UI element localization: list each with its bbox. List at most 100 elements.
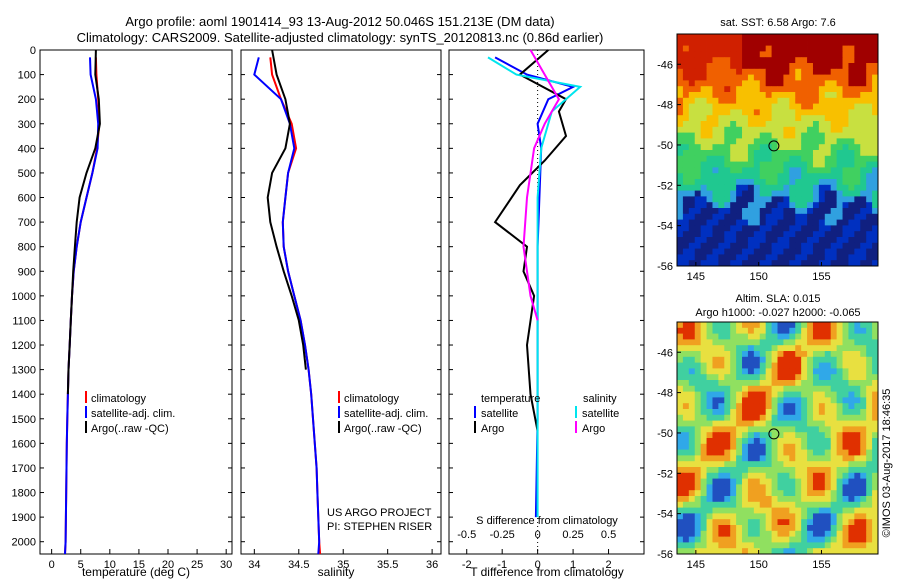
map-cell: [777, 132, 784, 139]
map-cell: [830, 507, 838, 514]
header-line2: Climatology: CARS2009. Satellite-adjuste…: [77, 30, 604, 45]
map-cell: [682, 161, 690, 168]
map-cell: [677, 260, 684, 267]
map-cell: [688, 57, 696, 64]
map-cell: [783, 132, 790, 139]
map-cell: [818, 403, 826, 410]
y-tick-label: 1700: [12, 463, 36, 475]
map-cell: [872, 385, 879, 392]
map-cell: [677, 86, 684, 93]
map-cell: [818, 196, 826, 203]
map-cell: [842, 208, 849, 215]
map-cell: [824, 455, 832, 462]
map-cell: [866, 420, 873, 427]
map-cell: [724, 184, 731, 191]
map-cell: [694, 438, 702, 445]
map-cell: [860, 345, 867, 352]
map-cell: [836, 213, 843, 220]
map-cell: [730, 150, 737, 157]
map-cell: [730, 507, 737, 514]
map-cell: [753, 57, 761, 64]
map-cell: [795, 213, 802, 220]
map-cell: [801, 368, 808, 375]
map-cell: [712, 380, 719, 387]
map-cell: [801, 150, 808, 157]
map-cell: [712, 190, 719, 197]
map-cell: [848, 213, 855, 220]
map-cell: [801, 97, 808, 104]
map-cell: [742, 121, 749, 128]
map-cell: [753, 501, 761, 508]
map-cell: [736, 380, 743, 387]
map-cell: [818, 525, 826, 532]
map-cell: [759, 80, 767, 87]
map-cell: [842, 97, 849, 104]
map-cell: [753, 260, 761, 267]
map-cell: [795, 496, 802, 503]
map-cell: [759, 260, 767, 267]
map-cell: [677, 51, 684, 58]
map-cell: [866, 530, 873, 537]
map-cell: [789, 327, 796, 334]
map-cell: [765, 501, 772, 508]
map-cell: [818, 519, 826, 526]
map-cell: [724, 403, 731, 410]
map-cell: [700, 115, 707, 122]
map-cell: [724, 478, 731, 485]
map-cell: [824, 426, 832, 433]
map-cell: [818, 150, 826, 157]
map-cell: [807, 501, 814, 508]
map-cell: [688, 455, 696, 462]
map-cell: [718, 548, 725, 555]
map-cell: [765, 74, 772, 81]
map-cell: [795, 507, 802, 514]
map-cell: [783, 345, 790, 352]
map-cell: [866, 322, 873, 329]
map-cell: [842, 74, 849, 81]
map-cell: [848, 472, 855, 479]
map-cell: [724, 368, 731, 375]
map-cell: [818, 97, 826, 104]
map-cell: [700, 368, 707, 375]
map-cell: [872, 472, 879, 479]
map-cell: [836, 167, 843, 174]
map-cell: [812, 167, 820, 174]
map-cell: [824, 484, 832, 491]
map-cell: [747, 184, 755, 191]
map-cell: [718, 530, 725, 537]
map-cell: [783, 208, 790, 215]
map-cell: [848, 219, 855, 226]
map-cell: [795, 74, 802, 81]
map-cell: [736, 339, 743, 346]
map-cell: [694, 208, 702, 215]
map-cell: [759, 432, 767, 439]
map-cell: [789, 225, 796, 232]
map-cell: [872, 51, 879, 58]
map-cell: [700, 57, 707, 64]
map-cell: [789, 254, 796, 261]
map-cell: [807, 327, 814, 334]
map-cell: [712, 368, 719, 375]
map-cell: [753, 467, 761, 474]
map-cell: [807, 34, 814, 41]
map-cell: [812, 420, 820, 427]
map-cell: [848, 507, 855, 514]
map-cell: [700, 409, 707, 416]
map-cell: [682, 449, 690, 456]
map-cell: [677, 34, 684, 41]
map-cell: [860, 219, 867, 226]
map-cell: [712, 51, 719, 58]
map-cell: [830, 173, 838, 180]
map-cell: [830, 202, 838, 209]
float-position-marker: [768, 428, 780, 440]
map-cell: [753, 385, 761, 392]
map-cell: [807, 150, 814, 157]
map-cell: [688, 121, 696, 128]
map-cell: [700, 443, 707, 450]
map-cell: [677, 92, 684, 99]
x-tick-label: 36: [426, 559, 438, 571]
map-cell: [789, 519, 796, 526]
map-cell: [759, 144, 767, 151]
map-cell: [824, 414, 832, 421]
map-cell: [848, 173, 855, 180]
